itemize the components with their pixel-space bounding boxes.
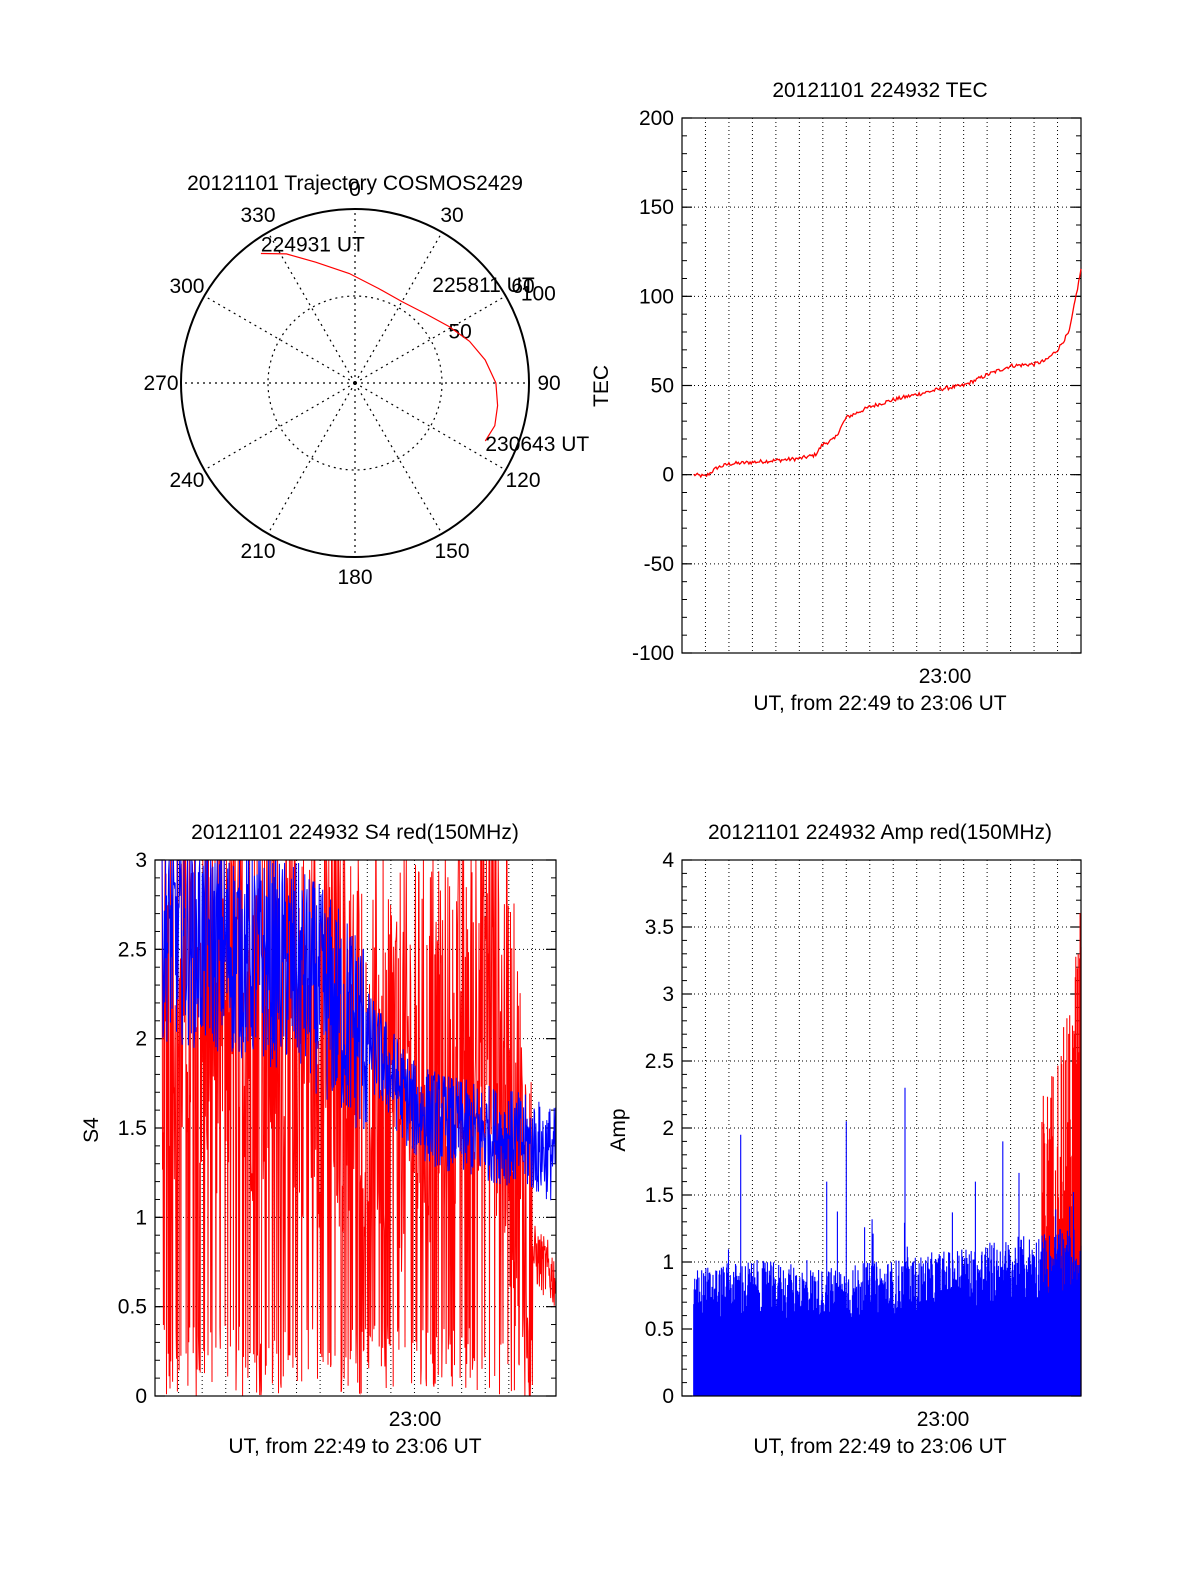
y-tick-label: -100 bbox=[632, 642, 674, 665]
polar-angle-label: 0 bbox=[349, 178, 361, 201]
y-tick-label: 0 bbox=[662, 1385, 674, 1408]
polar-trajectory-panel: 20121101 Trajectory COSMOS2429 0 30 60 90 12… bbox=[143, 172, 589, 589]
polar-angle-label: 60 bbox=[511, 275, 534, 298]
amp-blue-series bbox=[693, 1087, 1082, 1396]
polar-grid-spoke bbox=[354, 295, 506, 384]
s4-plot-frame bbox=[154, 859, 557, 1397]
amp-blue-bars bbox=[693, 1087, 1082, 1396]
polar-radial-label: 100 bbox=[521, 283, 556, 306]
s4-red-series bbox=[161, 859, 557, 1397]
polar-title: 20121101 Trajectory COSMOS2429 bbox=[187, 172, 523, 195]
polar-grid-spoke bbox=[267, 382, 356, 534]
tec-x-tick-label: 23:00 bbox=[919, 665, 972, 688]
polar-angle-label: 150 bbox=[434, 540, 469, 563]
s4-y-tick-labels: 0 0.5 1 1.5 2 2.5 3 bbox=[118, 849, 147, 1408]
tec-series-line bbox=[693, 268, 1082, 479]
y-tick-label: 150 bbox=[639, 196, 674, 219]
polar-time-annotation: 225811 UT bbox=[432, 274, 535, 297]
s4-x-tick-label: 23:00 bbox=[389, 1408, 442, 1431]
polar-outer-ring bbox=[180, 208, 530, 558]
polar-grid-spoke bbox=[267, 232, 356, 384]
tec-title: 20121101 224932 TEC bbox=[772, 79, 987, 102]
y-tick-label: 1.5 bbox=[645, 1184, 674, 1207]
y-tick-label: 2 bbox=[662, 1117, 674, 1140]
y-tick-label: 50 bbox=[651, 375, 674, 398]
polar-grid-ring bbox=[267, 295, 443, 471]
y-tick-label: 0 bbox=[135, 1385, 147, 1408]
polar-angle-label: 270 bbox=[143, 372, 178, 395]
amp-plot-frame bbox=[681, 859, 1082, 1397]
y-tick-label: 2.5 bbox=[118, 938, 147, 961]
s4-red-line bbox=[161, 859, 557, 1397]
s4-blue-line bbox=[161, 859, 557, 1201]
polar-grid-spoke bbox=[204, 295, 356, 384]
tec-x-axis-label: UT, from 22:49 to 23:06 UT bbox=[753, 692, 1006, 715]
tec-y-axis-label: TEC bbox=[590, 365, 613, 407]
y-tick-label: 0.5 bbox=[118, 1296, 147, 1319]
polar-grid-spoke bbox=[354, 382, 443, 534]
satellite-track-line bbox=[260, 252, 499, 442]
amp-y-axis-label: Amp bbox=[607, 1108, 630, 1151]
y-tick-label: 3 bbox=[135, 849, 147, 872]
y-tick-label: 0.5 bbox=[645, 1318, 674, 1341]
y-tick-label: 3 bbox=[662, 983, 674, 1006]
s4-x-axis-label: UT, from 22:49 to 23:06 UT bbox=[228, 1435, 481, 1458]
polar-grid-spoke bbox=[204, 382, 356, 471]
polar-angle-label: 210 bbox=[240, 540, 275, 563]
y-tick-label: -50 bbox=[644, 553, 674, 576]
s4-blue-series bbox=[161, 859, 557, 1201]
amp-x-axis-label: UT, from 22:49 to 23:06 UT bbox=[753, 1435, 1006, 1458]
y-tick-label: 4 bbox=[662, 849, 674, 872]
s4-panel: 20121101 224932 S4 red(150MHz) 0 0.5 1 1.5 2… bbox=[80, 821, 557, 1458]
y-tick-label: 2 bbox=[135, 1028, 147, 1051]
polar-angle-label: 90 bbox=[537, 372, 560, 395]
polar-radial-label: 50 bbox=[448, 321, 471, 344]
tec-y-tick-labels: -100 -50 0 50 100 150 200 bbox=[632, 107, 674, 665]
s4-y-axis-label: S4 bbox=[80, 1117, 103, 1143]
tec-grid bbox=[681, 117, 1082, 654]
amp-y-tick-labels: 0 0.5 1 1.5 2 2.5 3 3.5 4 bbox=[645, 849, 675, 1408]
polar-angle-label: 30 bbox=[440, 204, 463, 227]
polar-grid-spoke bbox=[354, 382, 506, 471]
polar-grid-spoke bbox=[354, 232, 443, 384]
polar-grid bbox=[181, 209, 529, 557]
amp-title: 20121101 224932 Amp red(150MHz) bbox=[708, 821, 1052, 844]
polar-angle-label: 180 bbox=[337, 566, 372, 589]
y-tick-label: 0 bbox=[662, 464, 674, 487]
polar-angle-labels: 0 30 60 90 120 150 180 210 240 270 300 330 bbox=[143, 178, 560, 589]
y-tick-label: 200 bbox=[639, 107, 674, 130]
y-tick-label: 3.5 bbox=[645, 916, 674, 939]
polar-annotations: 224931 UT 225811 UT 230643 UT bbox=[261, 233, 590, 456]
y-tick-label: 1 bbox=[662, 1251, 674, 1274]
tec-panel: 20121101 224932 TEC -100-50050100150200 … bbox=[590, 79, 1082, 715]
polar-angle-label: 300 bbox=[169, 275, 204, 298]
polar-angle-label: 330 bbox=[240, 204, 275, 227]
y-tick-label: 1 bbox=[135, 1206, 147, 1229]
polar-time-annotation: 230643 UT bbox=[485, 433, 589, 456]
amp-x-tick-label: 23:00 bbox=[917, 1408, 970, 1431]
polar-angle-label: 240 bbox=[169, 469, 204, 492]
polar-angle-label: 120 bbox=[505, 469, 540, 492]
y-tick-label: 1.5 bbox=[118, 1117, 147, 1140]
s4-title: 20121101 224932 S4 red(150MHz) bbox=[191, 821, 519, 844]
y-tick-label: 2.5 bbox=[645, 1050, 674, 1073]
polar-radial-labels: 50 100 bbox=[448, 283, 555, 344]
polar-time-annotation: 224931 UT bbox=[261, 233, 365, 256]
tec-plot-frame bbox=[681, 117, 1082, 654]
amp-panel: 20121101 224932 Amp red(150MHz) 0 0.5 1 1.5… bbox=[607, 821, 1082, 1458]
y-tick-label: 100 bbox=[639, 285, 674, 308]
